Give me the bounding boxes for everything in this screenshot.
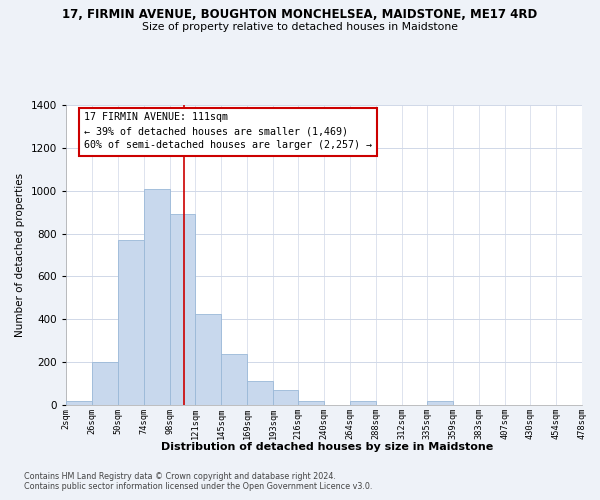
Bar <box>221 354 247 405</box>
Bar <box>66 400 92 405</box>
Y-axis label: Number of detached properties: Number of detached properties <box>15 173 25 337</box>
Text: Distribution of detached houses by size in Maidstone: Distribution of detached houses by size … <box>161 442 493 452</box>
Text: Contains HM Land Registry data © Crown copyright and database right 2024.: Contains HM Land Registry data © Crown c… <box>24 472 336 481</box>
Text: 17 FIRMIN AVENUE: 111sqm
← 39% of detached houses are smaller (1,469)
60% of sem: 17 FIRMIN AVENUE: 111sqm ← 39% of detach… <box>84 112 372 150</box>
Bar <box>170 214 195 405</box>
Bar <box>144 188 170 405</box>
Bar <box>298 400 324 405</box>
Text: Size of property relative to detached houses in Maidstone: Size of property relative to detached ho… <box>142 22 458 32</box>
Bar <box>247 382 273 405</box>
Bar <box>427 401 453 405</box>
Text: Contains public sector information licensed under the Open Government Licence v3: Contains public sector information licen… <box>24 482 373 491</box>
Bar <box>273 390 298 405</box>
Bar <box>195 314 221 405</box>
Bar <box>118 240 144 405</box>
Bar <box>350 400 376 405</box>
Bar <box>92 362 118 405</box>
Text: 17, FIRMIN AVENUE, BOUGHTON MONCHELSEA, MAIDSTONE, ME17 4RD: 17, FIRMIN AVENUE, BOUGHTON MONCHELSEA, … <box>62 8 538 20</box>
